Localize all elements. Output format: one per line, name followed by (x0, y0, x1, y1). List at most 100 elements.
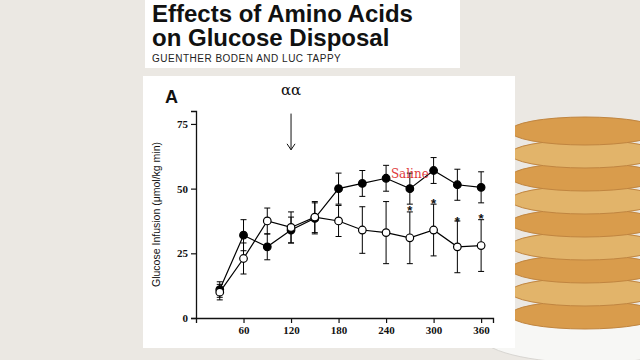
error-bar-cap (336, 236, 342, 237)
error-bar-cap (383, 263, 389, 264)
error-bar-cap (217, 281, 223, 282)
y-axis-title: Glucose Infusion (μmol/kg min) (150, 142, 162, 287)
error-bar-cap (359, 206, 365, 207)
error-bar-cap (217, 299, 223, 300)
tick-label: 50 (177, 183, 189, 195)
error-bar-cap (478, 202, 484, 203)
tick: 180 (331, 318, 348, 336)
error-bar-cap (288, 242, 294, 243)
tick-label: 25 (177, 247, 189, 259)
chart-panel (143, 76, 515, 348)
axis-line (197, 319, 494, 324)
annotation-arrow (287, 114, 295, 150)
data-point (359, 180, 367, 188)
series-line (220, 171, 481, 290)
data-point (477, 184, 485, 192)
error-bar (431, 204, 437, 256)
data-point (335, 185, 343, 193)
error-bar (264, 208, 270, 234)
error-bar-cap (431, 157, 437, 158)
error-bar-cap (312, 233, 318, 234)
tick: 300 (426, 318, 443, 336)
axis-line (191, 112, 197, 319)
tick-label: 300 (426, 324, 443, 336)
data-point (335, 217, 343, 225)
tick-label: 240 (378, 324, 395, 336)
error-bar-cap (383, 165, 389, 166)
error-bar (454, 221, 460, 273)
error-bar-cap (312, 232, 318, 233)
series-line (220, 217, 481, 292)
error-bar-cap (241, 219, 247, 220)
error-bar (359, 207, 365, 254)
error-bar-cap (264, 233, 270, 234)
error-bar (478, 220, 484, 272)
error-bar-cap (407, 263, 413, 264)
error-bar-cap (454, 200, 460, 201)
tick-mark (481, 318, 482, 323)
tick-mark (434, 318, 435, 323)
annotation: * (407, 203, 413, 218)
data-point (430, 167, 438, 175)
pancake (510, 117, 640, 145)
tick: 75 (177, 118, 196, 130)
pancake-stack (510, 117, 640, 329)
data-point (263, 217, 271, 225)
error-bar-cap (336, 173, 342, 174)
tick: 240 (378, 318, 395, 336)
tick: 120 (283, 318, 300, 336)
error-bar (264, 234, 270, 260)
data-point (430, 226, 438, 234)
tick: 360 (473, 318, 490, 336)
error-bar (217, 284, 223, 300)
tick-label: 180 (331, 324, 348, 336)
data-point (287, 224, 295, 232)
error-bar-cap (264, 233, 270, 234)
error-bar-cap (288, 242, 294, 243)
data-point (477, 242, 485, 250)
error-bar (312, 202, 318, 233)
error-bar-cap (264, 259, 270, 260)
data-point (454, 181, 462, 189)
tick-label: 60 (239, 324, 251, 336)
error-bar-cap (264, 208, 270, 209)
tick-label: 0 (183, 312, 189, 324)
error-bar (336, 205, 342, 236)
annotation: Saline (391, 167, 429, 181)
error-bar (407, 212, 413, 264)
x-axis: 60 120 180 240 300 360 (197, 318, 494, 336)
error-bar (359, 171, 365, 197)
error-bar-cap (217, 284, 223, 285)
error-bar-cap (454, 272, 460, 273)
data-point (263, 243, 271, 251)
panel-label: A (165, 87, 178, 107)
tick-mark (338, 318, 339, 323)
data-point (382, 229, 390, 237)
error-bar (217, 282, 223, 298)
error-bar-cap (383, 191, 389, 192)
tick-mark (191, 124, 196, 125)
error-bar-cap (359, 170, 365, 171)
error-bar-cap (288, 211, 294, 212)
error-bar (288, 212, 294, 243)
data-point (454, 243, 462, 251)
annotation: αα (281, 81, 301, 99)
data-point (406, 234, 414, 242)
tick-mark (191, 318, 196, 319)
plot-marks (216, 158, 485, 300)
error-bar-cap (241, 242, 247, 243)
tick-label: 120 (283, 324, 300, 336)
canvas: Effects of Amino Acidson Glucose Disposa… (0, 0, 640, 360)
y-axis: 0 25 50 75 (177, 112, 197, 325)
data-point (406, 185, 414, 193)
title: Effects of Amino Acids (152, 0, 413, 27)
tick-mark (386, 318, 387, 323)
error-bar-cap (383, 201, 389, 202)
tick-mark (191, 189, 196, 190)
error-bar (431, 158, 437, 184)
error-bar-cap (359, 196, 365, 197)
tick: 25 (177, 247, 196, 259)
arrow-shaft (291, 114, 292, 150)
error-bar (454, 169, 460, 200)
error-bar-cap (359, 253, 365, 254)
